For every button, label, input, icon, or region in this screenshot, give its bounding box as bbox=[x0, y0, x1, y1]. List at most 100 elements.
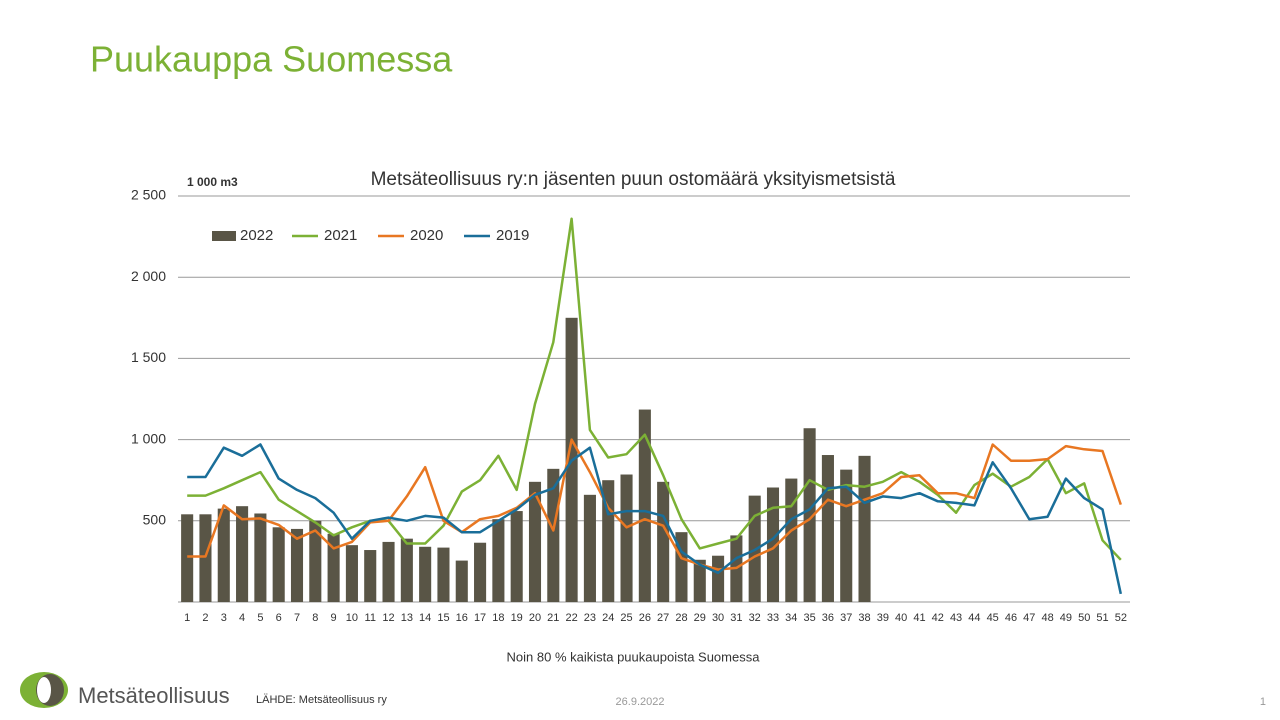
bar bbox=[199, 514, 212, 602]
x-tick-label: 8 bbox=[312, 612, 318, 624]
bar bbox=[492, 519, 505, 602]
legend-swatch bbox=[212, 231, 236, 241]
x-tick-label: 28 bbox=[675, 612, 687, 624]
x-tick-label: 29 bbox=[694, 612, 706, 624]
bar bbox=[217, 508, 230, 602]
x-tick-label: 13 bbox=[401, 612, 413, 624]
line bbox=[187, 217, 1122, 561]
x-tick-label: 7 bbox=[294, 612, 300, 624]
x-axis-label: Noin 80 % kaikista puukaupoista Suomessa bbox=[507, 649, 761, 664]
bar bbox=[657, 481, 670, 602]
legend-label: 2019 bbox=[496, 227, 529, 244]
y-tick-label: 2 000 bbox=[131, 268, 166, 284]
x-tick-label: 4 bbox=[239, 612, 245, 624]
x-tick-label: 52 bbox=[1115, 612, 1127, 624]
x-tick-label: 49 bbox=[1060, 612, 1072, 624]
bar bbox=[583, 494, 596, 602]
bar bbox=[345, 545, 358, 602]
x-tick-label: 44 bbox=[968, 612, 980, 624]
chart-title: Metsäteollisuus ry:n jäsenten puun ostom… bbox=[371, 169, 896, 190]
x-tick-label: 35 bbox=[803, 612, 815, 624]
x-tick-label: 51 bbox=[1096, 612, 1108, 624]
x-tick-label: 47 bbox=[1023, 612, 1035, 624]
x-tick-label: 21 bbox=[547, 612, 559, 624]
x-tick-label: 1 bbox=[184, 612, 190, 624]
x-tick-label: 33 bbox=[767, 612, 779, 624]
x-tick-label: 2 bbox=[202, 612, 208, 624]
x-tick-label: 32 bbox=[749, 612, 761, 624]
logo-shape bbox=[37, 677, 51, 703]
bar bbox=[840, 469, 853, 602]
bar bbox=[510, 511, 523, 602]
bar bbox=[236, 506, 249, 602]
x-tick-label: 27 bbox=[657, 612, 669, 624]
x-tick-label: 18 bbox=[492, 612, 504, 624]
bar bbox=[437, 547, 450, 602]
legend-label: 2021 bbox=[324, 227, 357, 244]
legend-label: 2020 bbox=[410, 227, 443, 244]
bar bbox=[474, 542, 487, 602]
page-number: 1 bbox=[1260, 696, 1266, 708]
y-tick-label: 500 bbox=[143, 512, 167, 528]
x-tick-label: 14 bbox=[419, 612, 431, 624]
bar bbox=[675, 532, 688, 602]
bar bbox=[620, 474, 633, 602]
source: LÄHDE: Metsäteollisuus ry bbox=[256, 694, 387, 706]
bar bbox=[327, 533, 340, 602]
x-tick-label: 50 bbox=[1078, 612, 1090, 624]
x-tick-label: 25 bbox=[620, 612, 632, 624]
y-tick-label: 1 000 bbox=[131, 430, 166, 446]
bar bbox=[803, 428, 816, 602]
bar bbox=[290, 528, 304, 602]
x-tick-label: 10 bbox=[346, 612, 358, 624]
bar bbox=[382, 541, 395, 602]
y-tick-label: 1 500 bbox=[131, 349, 166, 365]
x-tick-label: 37 bbox=[840, 612, 852, 624]
bar bbox=[693, 559, 706, 602]
x-tick-label: 22 bbox=[565, 612, 577, 624]
bar bbox=[272, 527, 285, 602]
bar bbox=[419, 546, 432, 602]
x-tick-label: 20 bbox=[529, 612, 541, 624]
x-tick-label: 11 bbox=[365, 612, 376, 624]
bar bbox=[309, 520, 322, 602]
line bbox=[187, 438, 1122, 571]
bar bbox=[821, 455, 834, 602]
bar bbox=[364, 550, 377, 602]
x-tick-label: 3 bbox=[221, 612, 227, 624]
x-tick-label: 17 bbox=[474, 612, 486, 624]
y-tick-label: 2 500 bbox=[131, 187, 166, 203]
x-tick-label: 39 bbox=[877, 612, 889, 624]
x-tick-label: 46 bbox=[1005, 612, 1017, 624]
logo bbox=[20, 672, 68, 708]
bar bbox=[254, 513, 267, 602]
x-tick-label: 41 bbox=[913, 612, 925, 624]
bar bbox=[455, 560, 468, 602]
bar bbox=[785, 478, 798, 602]
x-tick-label: 42 bbox=[932, 612, 944, 624]
logo-text: Metsäteollisuus bbox=[78, 683, 230, 708]
date: 26.9.2022 bbox=[616, 696, 665, 708]
bar bbox=[712, 555, 725, 602]
bar bbox=[766, 487, 780, 602]
x-tick-label: 9 bbox=[331, 612, 337, 624]
x-tick-label: 31 bbox=[730, 612, 742, 624]
x-tick-label: 26 bbox=[639, 612, 651, 624]
x-tick-label: 15 bbox=[437, 612, 449, 624]
slide-title: Puukauppa Suomessa bbox=[90, 39, 453, 80]
bar bbox=[858, 455, 871, 602]
x-tick-label: 16 bbox=[456, 612, 468, 624]
bar bbox=[181, 514, 194, 602]
line bbox=[187, 443, 1123, 595]
bar bbox=[547, 468, 560, 602]
bar bbox=[528, 481, 542, 602]
x-tick-label: 45 bbox=[987, 612, 999, 624]
x-tick-label: 12 bbox=[382, 612, 394, 624]
bar bbox=[400, 538, 413, 602]
x-tick-label: 30 bbox=[712, 612, 724, 624]
legend-label: 2022 bbox=[240, 227, 273, 244]
x-tick-label: 19 bbox=[511, 612, 523, 624]
x-tick-label: 38 bbox=[858, 612, 870, 624]
x-tick-label: 36 bbox=[822, 612, 834, 624]
